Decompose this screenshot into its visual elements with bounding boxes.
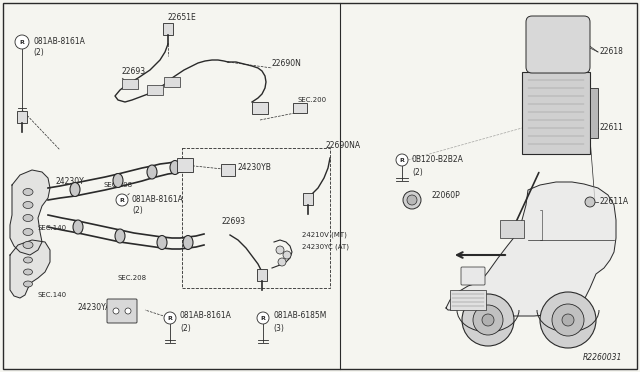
Text: 22618: 22618 xyxy=(600,48,624,57)
Bar xyxy=(590,88,598,138)
Text: R: R xyxy=(260,315,266,321)
Circle shape xyxy=(396,154,408,166)
Polygon shape xyxy=(446,182,616,316)
Polygon shape xyxy=(10,170,50,255)
Circle shape xyxy=(585,197,595,207)
Text: (2): (2) xyxy=(180,324,191,333)
Text: 22651E: 22651E xyxy=(168,13,196,22)
Circle shape xyxy=(15,35,29,49)
Text: 24210V (MT): 24210V (MT) xyxy=(302,232,347,238)
FancyBboxPatch shape xyxy=(461,267,485,285)
Ellipse shape xyxy=(24,257,33,263)
Text: SEC.140: SEC.140 xyxy=(37,225,66,231)
Circle shape xyxy=(283,251,291,259)
Text: SEC.208: SEC.208 xyxy=(118,275,147,281)
Circle shape xyxy=(462,294,514,346)
Ellipse shape xyxy=(23,202,33,208)
Text: 22060P: 22060P xyxy=(432,192,461,201)
Ellipse shape xyxy=(70,183,80,196)
Text: (3): (3) xyxy=(273,324,284,333)
Ellipse shape xyxy=(147,165,157,179)
Polygon shape xyxy=(10,240,50,298)
Text: 22611: 22611 xyxy=(600,124,624,132)
Text: (2): (2) xyxy=(412,167,423,176)
Circle shape xyxy=(276,246,284,254)
Text: 22690NA: 22690NA xyxy=(326,141,361,151)
Text: 0B120-B2B2A: 0B120-B2B2A xyxy=(412,155,464,164)
Circle shape xyxy=(125,308,131,314)
Text: (2): (2) xyxy=(33,48,44,57)
Circle shape xyxy=(113,308,119,314)
Text: (2): (2) xyxy=(132,205,143,215)
Circle shape xyxy=(257,312,269,324)
Text: 22690N: 22690N xyxy=(272,60,302,68)
Circle shape xyxy=(562,314,574,326)
Circle shape xyxy=(540,292,596,348)
Bar xyxy=(293,103,307,113)
Circle shape xyxy=(407,195,417,205)
Bar xyxy=(163,23,173,35)
Bar xyxy=(257,269,267,281)
Ellipse shape xyxy=(183,235,193,250)
Circle shape xyxy=(164,312,176,324)
Bar xyxy=(450,290,486,310)
Ellipse shape xyxy=(23,241,33,248)
Ellipse shape xyxy=(170,160,180,174)
Text: 081AB-8161A: 081AB-8161A xyxy=(33,38,85,46)
Ellipse shape xyxy=(23,228,33,235)
Bar xyxy=(252,102,268,114)
Ellipse shape xyxy=(23,215,33,221)
Bar xyxy=(122,79,138,89)
Circle shape xyxy=(116,194,128,206)
Text: 081AB-6185M: 081AB-6185M xyxy=(273,311,326,321)
Text: R: R xyxy=(399,157,404,163)
Bar xyxy=(147,85,163,95)
Text: SEC.208: SEC.208 xyxy=(103,182,132,188)
Ellipse shape xyxy=(157,235,167,250)
Bar xyxy=(303,193,313,205)
Text: R2260031: R2260031 xyxy=(582,353,622,362)
Bar xyxy=(177,158,193,172)
Text: 24230YA: 24230YA xyxy=(78,304,111,312)
Circle shape xyxy=(278,258,286,266)
Text: 22693: 22693 xyxy=(122,67,146,77)
Circle shape xyxy=(473,305,503,335)
Circle shape xyxy=(403,191,421,209)
Text: 081AB-8161A: 081AB-8161A xyxy=(132,196,184,205)
Bar xyxy=(500,220,524,238)
Text: 081AB-8161A: 081AB-8161A xyxy=(180,311,232,321)
Text: 24230YC (AT): 24230YC (AT) xyxy=(302,244,349,250)
Text: R: R xyxy=(168,315,172,321)
Text: R: R xyxy=(20,39,24,45)
Bar xyxy=(17,111,27,123)
FancyBboxPatch shape xyxy=(526,16,590,73)
Bar xyxy=(221,164,235,176)
Text: SEC.140: SEC.140 xyxy=(37,292,66,298)
Bar xyxy=(522,72,590,154)
Ellipse shape xyxy=(24,281,33,287)
Text: 24230YB: 24230YB xyxy=(238,163,272,171)
Text: SEC.200: SEC.200 xyxy=(298,97,327,103)
Bar xyxy=(182,148,330,288)
Circle shape xyxy=(482,314,494,326)
Bar xyxy=(164,77,180,87)
Text: R: R xyxy=(120,198,124,202)
Text: 22693: 22693 xyxy=(222,218,246,227)
Ellipse shape xyxy=(73,220,83,234)
FancyBboxPatch shape xyxy=(107,299,137,323)
Circle shape xyxy=(552,304,584,336)
Text: 24230Y: 24230Y xyxy=(55,177,84,186)
Ellipse shape xyxy=(115,229,125,243)
Ellipse shape xyxy=(23,189,33,196)
Ellipse shape xyxy=(24,269,33,275)
Ellipse shape xyxy=(113,173,123,187)
Text: 22611A: 22611A xyxy=(600,198,629,206)
